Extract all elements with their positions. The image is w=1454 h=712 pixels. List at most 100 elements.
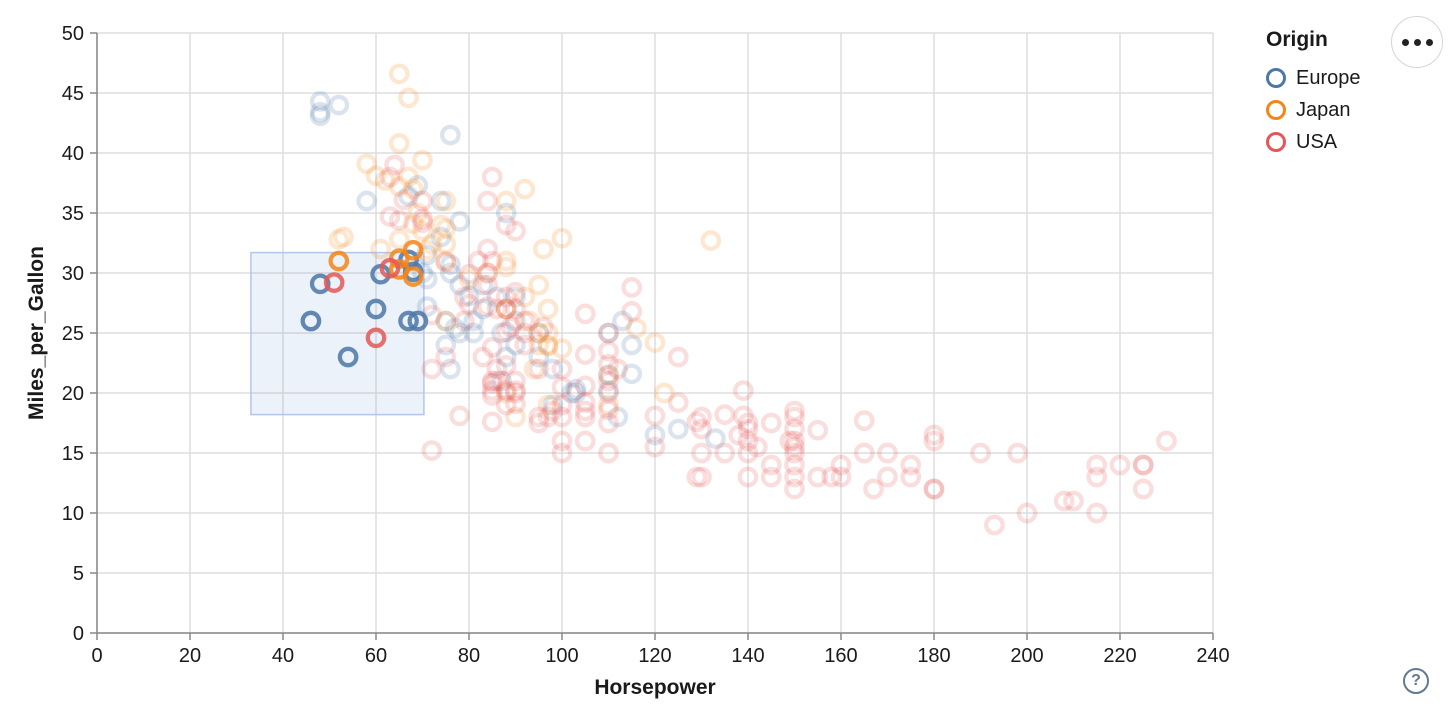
data-point[interactable] [481, 385, 503, 406]
data-point[interactable] [472, 346, 494, 368]
data-point[interactable] [607, 358, 629, 380]
data-point[interactable] [435, 310, 457, 332]
data-point[interactable] [732, 405, 754, 427]
data-point[interactable] [737, 442, 759, 464]
data-point[interactable] [737, 418, 759, 440]
data-point[interactable] [388, 133, 410, 154]
data-point[interactable] [388, 229, 410, 250]
data-point[interactable] [356, 190, 378, 212]
data-point[interactable] [412, 190, 433, 212]
data-point[interactable] [514, 322, 536, 344]
data-point[interactable] [398, 87, 419, 109]
data-point[interactable] [514, 286, 536, 308]
data-point[interactable] [760, 454, 782, 476]
data-point[interactable] [481, 411, 503, 433]
data-point[interactable] [430, 190, 452, 212]
data-point[interactable] [598, 364, 619, 386]
data-point[interactable] [598, 380, 619, 401]
data-point[interactable] [598, 353, 619, 375]
data-point[interactable] [737, 412, 759, 434]
data-point[interactable] [667, 392, 689, 413]
data-point[interactable] [542, 394, 564, 416]
data-point-selected[interactable] [365, 298, 387, 320]
data-point[interactable] [1086, 466, 1108, 488]
data-point[interactable] [491, 370, 512, 392]
data-point[interactable] [440, 254, 461, 275]
data-point[interactable] [1086, 454, 1108, 476]
data-point[interactable] [398, 185, 419, 207]
data-point[interactable] [784, 400, 805, 422]
data-point[interactable] [533, 238, 554, 260]
data-point[interactable] [528, 346, 550, 368]
data-point[interactable] [486, 358, 508, 380]
data-point[interactable] [784, 436, 805, 458]
data-point[interactable] [1132, 478, 1154, 500]
data-point[interactable] [551, 430, 573, 452]
data-point[interactable] [598, 322, 619, 344]
data-point[interactable] [551, 227, 573, 249]
data-point[interactable] [402, 178, 424, 200]
data-point[interactable] [1007, 442, 1029, 464]
data-point[interactable] [458, 285, 480, 307]
data-point[interactable] [472, 298, 494, 320]
data-point[interactable] [495, 190, 517, 212]
data-point[interactable] [705, 428, 726, 449]
data-point[interactable] [1086, 502, 1108, 524]
data-point[interactable] [565, 379, 587, 400]
data-point[interactable] [440, 262, 461, 284]
data-point[interactable] [421, 233, 443, 255]
data-point[interactable] [458, 268, 480, 290]
data-point[interactable] [388, 63, 410, 85]
data-point[interactable] [877, 442, 898, 464]
data-point[interactable] [412, 220, 433, 242]
data-point[interactable] [388, 176, 410, 197]
data-point[interactable] [523, 358, 545, 380]
data-point[interactable] [486, 298, 508, 320]
data-point[interactable] [514, 310, 536, 332]
data-point[interactable] [686, 466, 708, 488]
data-point[interactable] [528, 334, 550, 356]
data-point[interactable] [486, 286, 508, 308]
data-point[interactable] [486, 370, 508, 392]
data-point[interactable] [621, 277, 643, 298]
data-point[interactable] [784, 454, 805, 476]
data-point[interactable] [495, 214, 517, 236]
data-point[interactable] [1132, 454, 1154, 476]
data-point[interactable] [449, 405, 471, 427]
data-point[interactable] [514, 334, 536, 356]
data-point[interactable] [1053, 490, 1075, 512]
data-point[interactable] [407, 202, 429, 224]
data-point[interactable] [574, 303, 596, 325]
data-point[interactable] [495, 346, 517, 368]
data-point[interactable] [495, 380, 517, 401]
data-point[interactable] [551, 358, 573, 380]
data-point[interactable] [412, 208, 433, 230]
data-point[interactable] [700, 230, 722, 251]
data-point[interactable] [644, 424, 666, 446]
data-point[interactable] [923, 430, 945, 452]
data-point-selected[interactable] [300, 310, 322, 332]
data-point[interactable] [370, 238, 391, 260]
data-point[interactable] [760, 412, 782, 434]
data-point[interactable] [412, 149, 433, 171]
data-point-selected[interactable] [379, 257, 401, 279]
data-point[interactable] [477, 262, 498, 284]
data-point[interactable] [621, 334, 643, 356]
data-point[interactable] [495, 321, 517, 343]
data-point[interactable] [923, 478, 945, 500]
data-point[interactable] [505, 393, 526, 415]
data-point-selected[interactable] [309, 273, 331, 295]
data-point[interactable] [374, 170, 396, 191]
data-point[interactable] [900, 454, 922, 476]
data-point[interactable] [528, 274, 550, 296]
data-point[interactable] [463, 322, 484, 344]
data-point[interactable] [565, 382, 587, 404]
data-point[interactable] [830, 466, 852, 488]
data-point[interactable] [691, 466, 712, 488]
data-point[interactable] [598, 382, 619, 404]
data-point[interactable] [467, 250, 489, 272]
data-point[interactable] [458, 293, 480, 315]
brush-selection[interactable] [250, 251, 425, 416]
data-point[interactable] [923, 478, 945, 500]
data-point[interactable] [598, 322, 619, 344]
